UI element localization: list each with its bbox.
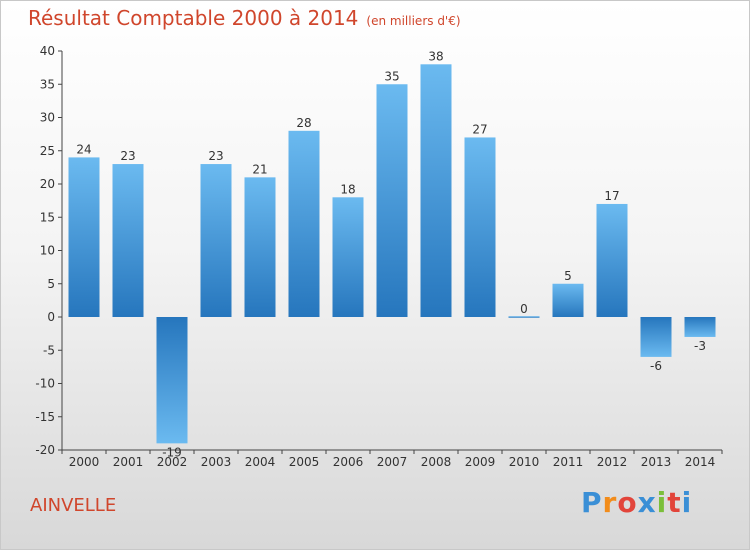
data-label: 5 [564, 269, 572, 283]
bar [464, 137, 496, 317]
logo-letter: P [581, 486, 603, 519]
x-tick-label: 2007 [377, 455, 408, 469]
data-label: -19 [162, 445, 182, 459]
bar [244, 177, 276, 317]
bar [508, 316, 540, 318]
x-tick-label: 2012 [597, 455, 628, 469]
bar [288, 130, 320, 317]
chart-title: Résultat Comptable 2000 à 2014 (en millie… [28, 6, 461, 30]
bar [420, 64, 452, 317]
x-tick-label: 2013 [641, 455, 672, 469]
data-label: 21 [252, 162, 267, 176]
data-label: 18 [340, 182, 355, 196]
y-tick-label: -10 [35, 377, 55, 391]
x-tick-label: 2006 [333, 455, 364, 469]
y-tick-label: -5 [43, 343, 55, 357]
y-tick-label: 30 [40, 111, 55, 125]
bar [112, 164, 144, 317]
bar [376, 84, 408, 317]
y-tick-label: 35 [40, 77, 55, 91]
x-tick-label: 2009 [465, 455, 496, 469]
y-tick-label: -15 [35, 410, 55, 424]
bar [552, 283, 584, 317]
data-label: 23 [208, 149, 223, 163]
y-tick-label: 20 [40, 177, 55, 191]
data-label: -3 [694, 339, 706, 353]
y-tick-label: 10 [40, 244, 55, 258]
bar [684, 317, 716, 337]
bar [156, 317, 188, 444]
x-tick-label: 2014 [685, 455, 716, 469]
data-label: 23 [120, 149, 135, 163]
y-tick-label: 0 [47, 310, 55, 324]
x-tick-label: 2011 [553, 455, 584, 469]
data-label: 27 [472, 122, 487, 136]
bar [640, 317, 672, 357]
y-tick-label: 15 [40, 210, 55, 224]
data-label: -6 [650, 359, 662, 373]
proxiti-logo: Proxiti [581, 486, 692, 519]
logo-letter: i [681, 486, 693, 519]
y-tick-label: 5 [47, 277, 55, 291]
data-label: 38 [428, 49, 443, 63]
y-tick-label: 40 [40, 44, 55, 58]
title-subtitle: (en milliers d'€) [366, 14, 461, 28]
logo-letter: o [617, 486, 638, 519]
bar [332, 197, 364, 317]
y-tick-label: -20 [35, 443, 55, 457]
title-text: Résultat Comptable 2000 à 2014 [28, 6, 359, 30]
x-tick-label: 2004 [245, 455, 276, 469]
y-tick-label: 25 [40, 144, 55, 158]
data-label: 24 [76, 142, 91, 156]
x-tick-label: 2000 [69, 455, 100, 469]
x-tick-label: 2010 [509, 455, 540, 469]
logo-letter: r [602, 486, 618, 519]
logo-letter: i [656, 486, 668, 519]
bar [68, 157, 100, 317]
x-tick-label: 2002 [157, 455, 188, 469]
logo-letter: x [637, 486, 657, 519]
x-tick-label: 2001 [113, 455, 144, 469]
data-label: 28 [296, 116, 311, 130]
data-label: 0 [520, 302, 528, 316]
bar [596, 203, 628, 317]
x-tick-label: 2005 [289, 455, 320, 469]
logo-letter: t [667, 486, 682, 519]
data-label: 35 [384, 69, 399, 83]
x-tick-label: 2008 [421, 455, 452, 469]
x-tick-label: 2003 [201, 455, 232, 469]
commune-name: AINVELLE [30, 495, 117, 516]
data-label: 17 [604, 189, 619, 203]
bar [200, 164, 232, 317]
